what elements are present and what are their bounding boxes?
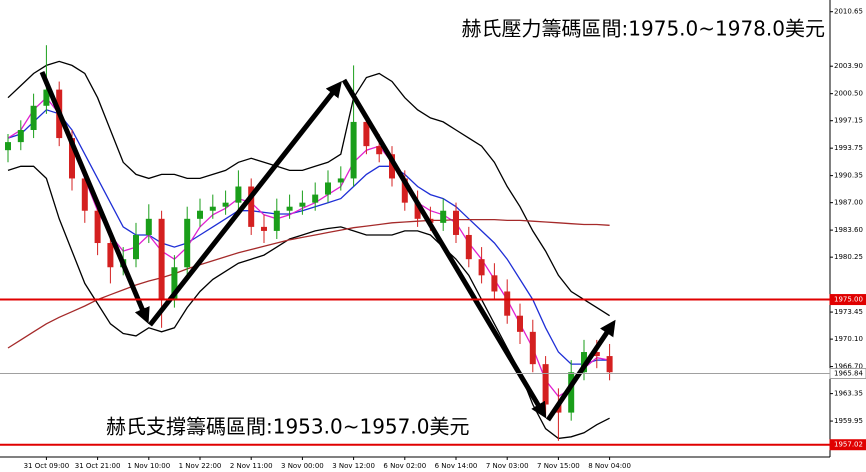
candle-body xyxy=(158,218,165,300)
candle-body xyxy=(478,259,485,276)
candle-body xyxy=(5,142,11,151)
y-tick-label: 1980.25 xyxy=(834,253,863,261)
indicator-line xyxy=(7,218,610,349)
candle-body xyxy=(261,226,267,231)
candle-body xyxy=(69,138,75,179)
plot-area xyxy=(0,0,830,457)
level-label-box xyxy=(829,439,866,451)
y-tick-label: 1970.10 xyxy=(834,335,863,343)
candle-body xyxy=(107,243,114,268)
y-tick-label: 1959.95 xyxy=(834,417,863,425)
x-tick-label: 1 Nov 10:00 xyxy=(127,462,170,470)
indicator-line xyxy=(7,60,610,317)
candle-body xyxy=(43,89,50,106)
candle-body xyxy=(529,331,536,365)
y-tick-label: 2000.50 xyxy=(834,90,863,98)
candle-body xyxy=(465,234,472,260)
x-tick-label: 7 Nov 03:00 xyxy=(486,462,529,470)
candle-body xyxy=(337,178,344,183)
y-tick-label: 1987.00 xyxy=(834,199,863,207)
candle-body xyxy=(273,210,280,231)
candle-body xyxy=(325,182,331,195)
x-tick-label: 3 Nov 12:00 xyxy=(332,462,375,470)
candle-body xyxy=(312,194,319,203)
candle-body xyxy=(94,210,101,244)
candle-body xyxy=(235,186,242,203)
x-tick-label: 2 Nov 11:00 xyxy=(230,462,273,470)
candle-body xyxy=(350,121,357,179)
level-label: 1965.84 xyxy=(834,370,863,378)
candle-body xyxy=(299,202,306,207)
candle-body xyxy=(17,129,24,143)
level-label-box xyxy=(829,294,866,306)
y-tick-label: 1983.60 xyxy=(834,226,863,234)
x-tick-label: 31 Oct 21:00 xyxy=(75,462,121,470)
candle-body xyxy=(491,275,498,292)
indicator-line xyxy=(7,109,610,365)
candle-body xyxy=(133,234,139,260)
level-label: 1975.00 xyxy=(834,296,863,304)
x-tick-label: 31 Oct 09:00 xyxy=(24,462,70,470)
candle-body xyxy=(440,210,447,223)
level-label-box xyxy=(829,368,866,380)
candle-layer xyxy=(5,45,613,441)
y-tick-label: 1963.35 xyxy=(834,390,863,398)
trend-arrow xyxy=(341,78,547,419)
candle-body xyxy=(517,315,523,332)
candle-body xyxy=(542,364,549,405)
x-tick-label: 3 Nov 00:00 xyxy=(281,462,324,470)
y-tick-label: 2003.90 xyxy=(834,62,863,70)
candle-body xyxy=(145,218,152,235)
y-tick-label: 1966.70 xyxy=(834,363,863,371)
candle-body xyxy=(606,356,613,373)
candle-body xyxy=(376,146,383,155)
candle-body xyxy=(401,178,408,203)
candle-body xyxy=(453,210,459,235)
x-tick-label: 1 Nov 22:00 xyxy=(179,462,222,470)
y-tick-label: 1990.35 xyxy=(834,172,863,180)
candle-body xyxy=(81,178,88,211)
candle-body xyxy=(363,121,370,147)
candle-body xyxy=(209,206,216,211)
level-label: 1957.02 xyxy=(834,441,863,449)
trend-arrow xyxy=(39,71,150,324)
candle-body xyxy=(171,267,178,300)
arrow-layer xyxy=(39,71,616,422)
x-tick-label: 7 Nov 15:00 xyxy=(537,462,580,470)
x-tick-label: 8 Nov 04:00 xyxy=(588,462,631,470)
x-tick-label: 6 Nov 02:00 xyxy=(383,462,426,470)
candle-body xyxy=(184,218,191,268)
candle-body xyxy=(568,372,575,413)
y-tick-label: 1993.75 xyxy=(834,144,863,152)
candle-body xyxy=(286,206,293,211)
trend-arrow xyxy=(545,319,616,422)
candle-body xyxy=(389,154,395,179)
candle-body xyxy=(30,105,37,130)
y-tick-label: 1997.15 xyxy=(834,117,863,125)
candle-body xyxy=(222,202,229,207)
candle-body xyxy=(504,291,511,316)
y-tick-label: 2010.65 xyxy=(834,8,863,16)
x-tick-label: 6 Nov 14:00 xyxy=(435,462,478,470)
y-tick-label: 1973.45 xyxy=(834,308,863,316)
candle-body xyxy=(414,202,421,219)
candle-body xyxy=(593,352,600,357)
candle-body xyxy=(197,210,203,219)
support-annotation: 赫氏支撐籌碼區間:1953.0~1957.0美元 xyxy=(106,415,469,439)
trend-arrow xyxy=(148,80,342,327)
candle-body xyxy=(248,186,255,227)
resistance-annotation: 赫氏壓力籌碼區間:1975.0~1978.0美元 xyxy=(462,17,825,41)
